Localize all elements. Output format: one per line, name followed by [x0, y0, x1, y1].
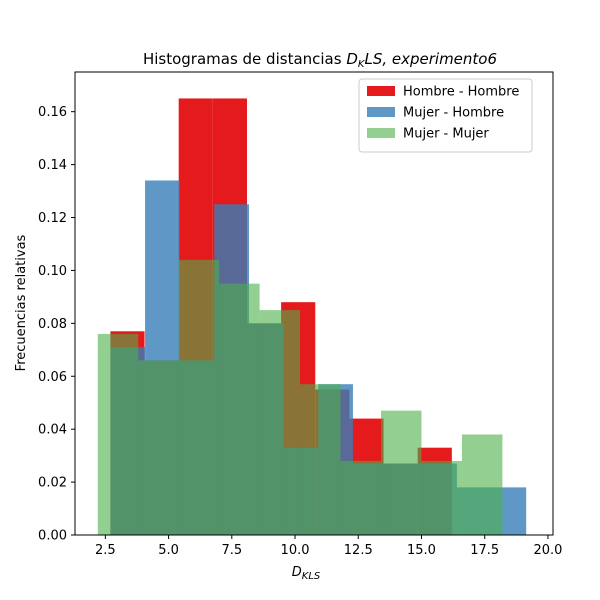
x-tick-label: 5.0: [158, 543, 179, 558]
bar-mujer-mujer-5: [300, 384, 341, 535]
bar-mujer-mujer-1: [138, 360, 179, 535]
legend-label: Mujer - Mujer: [403, 127, 489, 142]
chart-title: Histogramas de distancias DKLS, experime…: [143, 50, 497, 70]
y-tick-label: 0.10: [38, 264, 67, 279]
legend-swatch: [367, 128, 395, 138]
y-tick-label: 0.14: [38, 158, 67, 173]
y-tick-label: 0.00: [38, 529, 67, 544]
axes-layer: 2.5 5.0 7.5 10.0 12.5 15.0 17.5 20.0 0.00 0.02 0.0…: [38, 71, 562, 558]
bar-mujer-mujer-2: [178, 259, 220, 535]
x-tick-label: 15.0: [407, 543, 436, 558]
y-tick-label: 0.16: [38, 105, 67, 120]
bar-mujer-mujer-9: [461, 434, 503, 535]
legend-label: Mujer - Hombre: [403, 106, 504, 121]
x-tick-label: 17.5: [470, 543, 499, 558]
y-tick-label: 0.12: [38, 211, 67, 226]
x-tick-label: 20.0: [533, 543, 562, 558]
legend-swatch: [367, 86, 395, 96]
bar-mujer-mujer-0: [97, 333, 139, 535]
legend-swatch: [367, 107, 395, 117]
legend-label: Hombre - Hombre: [403, 85, 519, 100]
bar-mujer-mujer-4: [259, 310, 301, 535]
x-tick-label: 7.5: [221, 543, 242, 558]
y-tick-label: 0.08: [38, 317, 67, 332]
legend-box: [358, 78, 533, 153]
bar-mujer-mujer-3: [219, 283, 260, 535]
bars-layer: [97, 98, 527, 536]
bar-mujer-mujer-8: [421, 460, 462, 535]
y-tick-label: 0.04: [38, 423, 67, 438]
x-tick-label: 12.5: [344, 543, 373, 558]
y-tick-label: 0.02: [38, 476, 67, 491]
bar-mujer-mujer-7: [381, 410, 422, 535]
y-tick-label: 0.06: [38, 370, 67, 385]
x-axis-label: DKLS: [292, 565, 321, 582]
legend: Hombre - Hombre Mujer - Hombre Mujer - Muj…: [358, 78, 533, 153]
bar-mujer-mujer-6: [340, 460, 382, 535]
y-axis-label: Frecuencias relativas: [14, 234, 29, 371]
plot-frame: [74, 71, 554, 536]
x-tick-label: 2.5: [95, 543, 116, 558]
x-tick-label: 10.0: [281, 543, 310, 558]
